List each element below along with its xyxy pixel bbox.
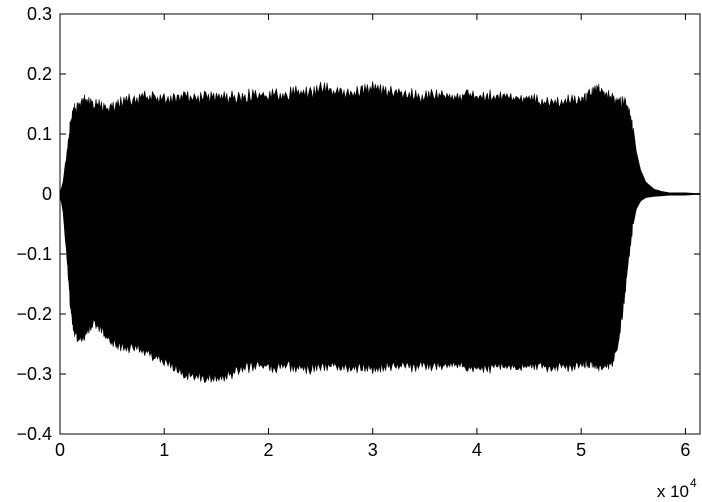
y-tick-label-2: −0.2 <box>16 304 52 324</box>
x-tick-label-6: 6 <box>680 440 690 460</box>
plot-area <box>59 81 701 384</box>
y-tick-label-6: 0.2 <box>27 64 52 84</box>
x-tick-label-5: 5 <box>576 440 586 460</box>
x-axis-multiplier-label: x 10 <box>657 482 689 501</box>
y-tick-label-0: −0.4 <box>16 424 52 444</box>
y-tick-label-5: 0.1 <box>27 124 52 144</box>
x-tick-label-0: 0 <box>55 440 65 460</box>
x-tick-label-2: 2 <box>263 440 273 460</box>
y-tick-label-7: 0.3 <box>27 4 52 24</box>
waveform-series-0 <box>59 81 701 384</box>
x-tick-label-3: 3 <box>368 440 378 460</box>
axis-tick-labels: 0 1 2 3 4 5 6 −0.4 −0.3 −0.2 −0.1 0 0.1 0.2 0.3 <box>16 4 690 460</box>
y-tick-label-4: 0 <box>42 184 52 204</box>
y-tick-label-1: −0.3 <box>16 364 52 384</box>
x-tick-label-4: 4 <box>472 440 482 460</box>
x-axis-multiplier-exponent: 4 <box>690 476 697 490</box>
axes-frame <box>59 13 701 435</box>
y-tick-label-3: −0.1 <box>16 244 52 264</box>
x-tick-label-1: 1 <box>159 440 169 460</box>
